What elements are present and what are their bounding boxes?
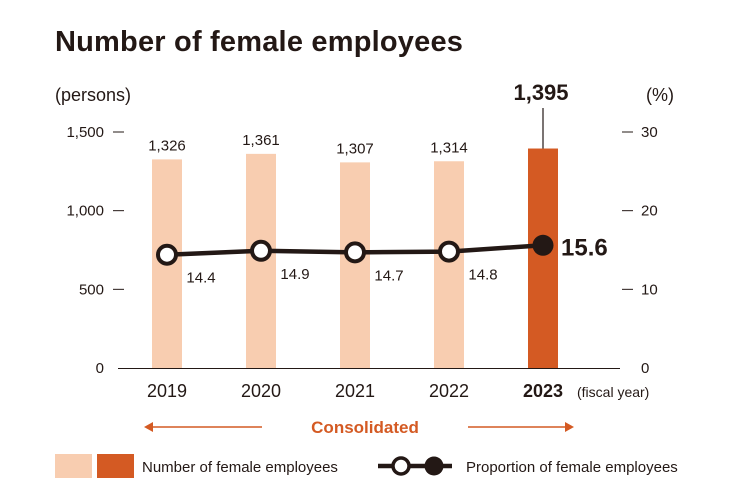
line-value-label-2020: 14.9: [280, 266, 309, 283]
line-layer: [156, 234, 554, 266]
span-arrowhead-left: [144, 422, 153, 432]
line-point-2021: [344, 241, 366, 264]
bar-value-label-2020: 1,361: [242, 132, 280, 149]
left-tick-label: 0: [96, 360, 104, 377]
line-point-2020: [250, 239, 272, 262]
line-point-2023: [532, 234, 554, 256]
right-tick-label: 30: [641, 124, 658, 141]
line-point-2022: [438, 240, 460, 263]
bars-layer: [152, 148, 558, 368]
span-arrowhead-right: [565, 422, 574, 432]
chart-title: Number of female employees: [55, 26, 464, 58]
x-tick-label-2019: 2019: [147, 381, 187, 401]
line-value-label-2019: 14.4: [186, 270, 215, 287]
legend-label-line: Proportion of female employees: [466, 459, 678, 476]
bar-value-label-2019: 1,326: [148, 137, 186, 154]
bar-2021: [340, 162, 370, 368]
right-tick-label: 10: [641, 281, 658, 298]
right-tick-label: 20: [641, 203, 658, 220]
x-tick-label-2022: 2022: [429, 381, 469, 401]
legend-marker-open: [391, 456, 411, 476]
bar-value-label-2021: 1,307: [336, 140, 374, 157]
bar-value-label-2023: 1,395: [513, 80, 568, 105]
x-tick-label-2021: 2021: [335, 381, 375, 401]
labels-layer: 1,326 1,361 1,307 1,314 1,395 14.4 14.9 14.7 14.…: [144, 80, 608, 437]
right-axis-label: (%): [646, 85, 674, 105]
legend-label-bar: Number of female employees: [142, 459, 338, 476]
legend-marker-filled: [424, 456, 444, 476]
span-label: Consolidated: [311, 418, 419, 437]
x-axis-unit: (fiscal year): [577, 384, 649, 400]
bar-2022: [434, 161, 464, 368]
left-tick-label: 1,000: [66, 203, 104, 220]
x-tick-label-2020: 2020: [241, 381, 281, 401]
legend-swatch-bar-highlight: [97, 454, 134, 478]
line-value-label-2021: 14.7: [374, 267, 403, 284]
legend-layer: Number of female employees Proportion of …: [55, 454, 678, 478]
bar-value-label-2022: 1,314: [430, 139, 468, 156]
bar-2023: [528, 148, 558, 368]
left-tick-label: 1,500: [66, 124, 104, 141]
right-tick-label: 0: [641, 360, 649, 377]
left-axis-label: (persons): [55, 85, 131, 105]
left-tick-label: 500: [79, 281, 104, 298]
line-point-2019: [156, 243, 178, 266]
x-tick-label-2023: 2023: [523, 381, 563, 401]
legend-swatch-bar: [55, 454, 92, 478]
line-value-label-2022: 14.8: [468, 267, 497, 284]
line-value-label-2023: 15.6: [561, 234, 608, 261]
axes-layer: 0 500 1,000 1,500 0 10 20 30 (persons) (%) 2019 202…: [55, 85, 674, 401]
